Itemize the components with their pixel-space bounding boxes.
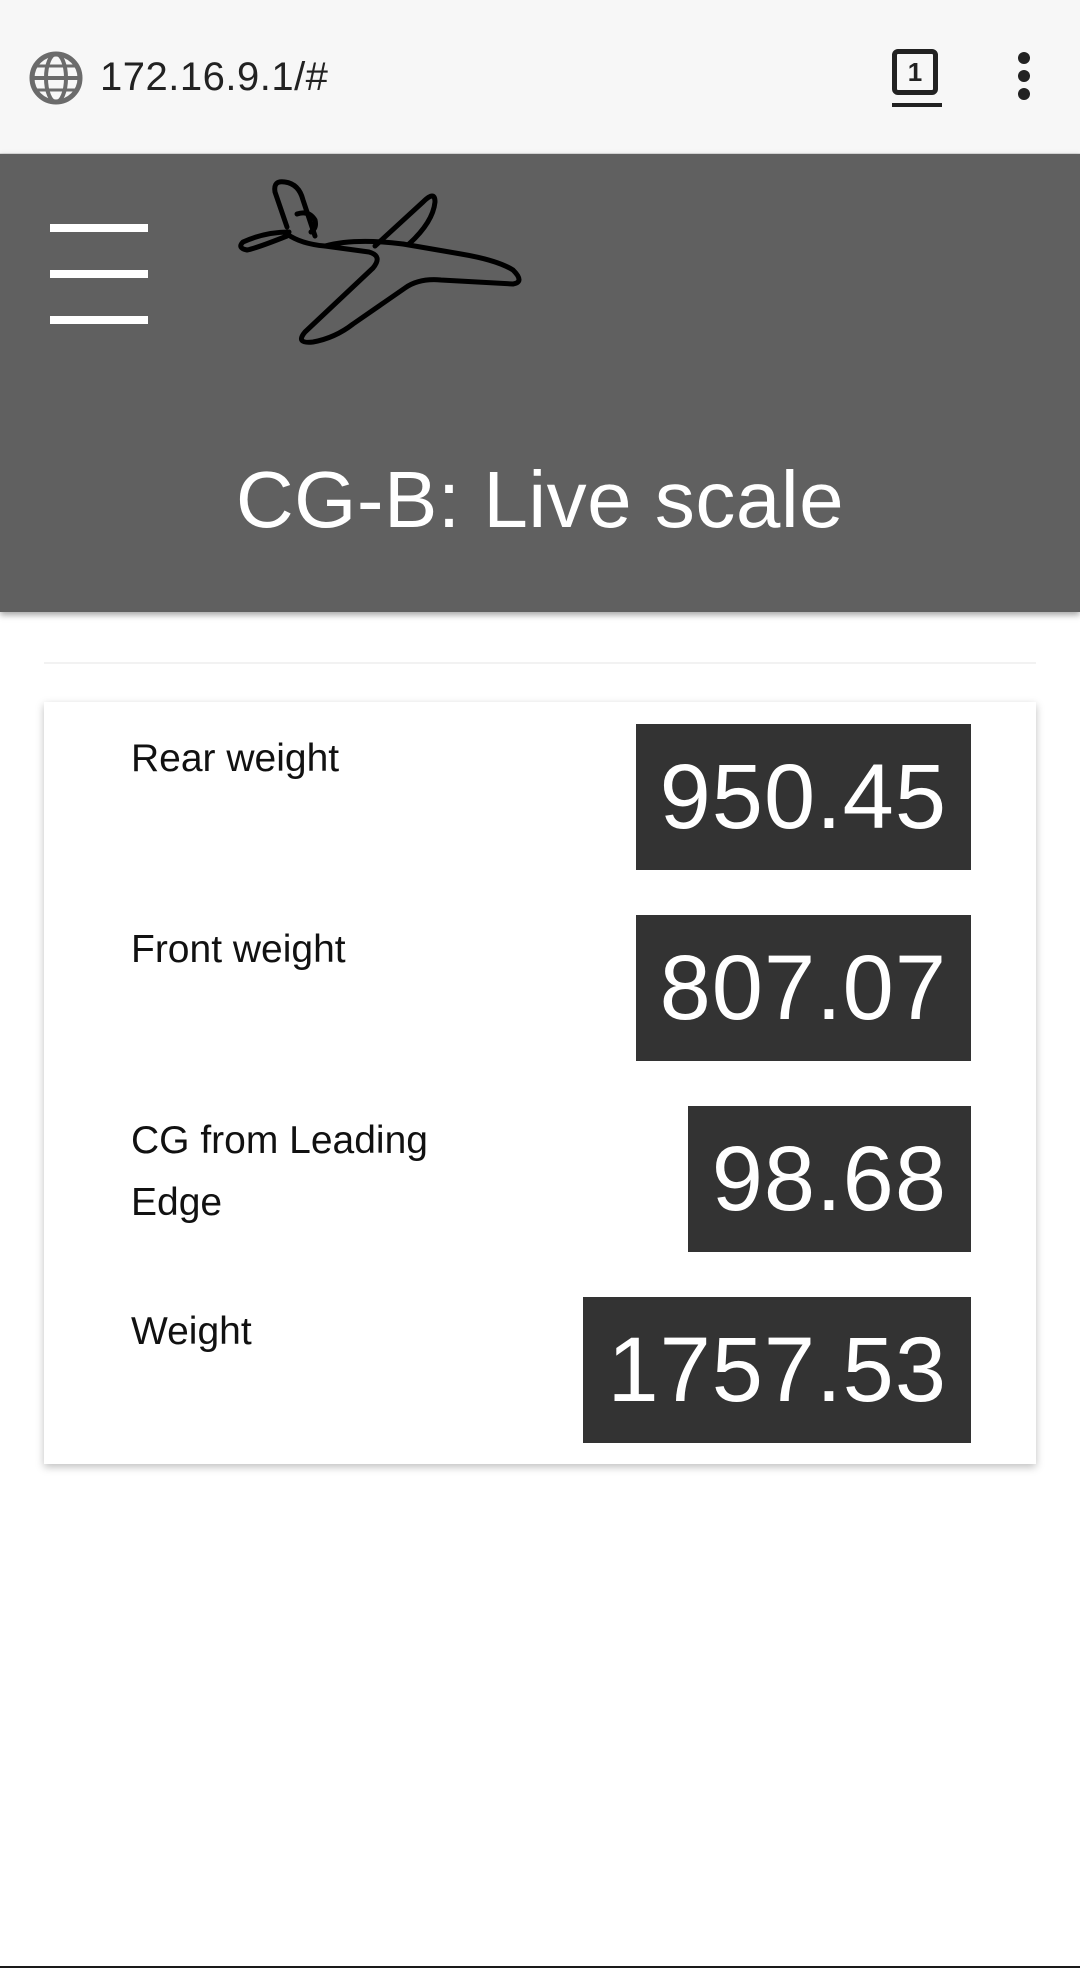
reading-row-front-weight: Front weight 807.07 [44, 893, 1036, 1061]
globe-icon[interactable] [28, 50, 84, 106]
app-header: CG-B: Live scale [0, 154, 1080, 612]
weight-label: Weight [131, 1310, 252, 1353]
browser-toolbar: 172.16.9.1/# 1 [0, 0, 1080, 154]
tab-count: 1 [892, 49, 938, 95]
reading-row-weight: Weight 1757.53 [44, 1275, 1036, 1443]
tab-underline [892, 103, 942, 107]
hamburger-menu-icon[interactable] [50, 224, 148, 324]
more-vert-icon[interactable] [1010, 52, 1038, 102]
rear-weight-label: Rear weight [131, 737, 340, 780]
page-title: CG-B: Live scale [235, 455, 845, 544]
front-weight-value: 807.07 [635, 915, 971, 1061]
tab-switcher-button[interactable]: 1 [890, 47, 946, 107]
rear-weight-value: 950.45 [635, 724, 971, 870]
front-weight-label: Front weight [131, 928, 346, 971]
cg-from-leading-edge-value: 98.68 [687, 1106, 971, 1252]
cg-from-leading-edge-label: CG from Leading Edge [131, 1119, 428, 1224]
bottom-edge-line [0, 1966, 1080, 1968]
airplane-icon [238, 179, 522, 345]
reading-row-cg: CG from Leading Edge 98.68 [44, 1084, 1036, 1252]
reading-row-rear-weight: Rear weight 950.45 [44, 702, 1036, 870]
address-bar-url[interactable]: 172.16.9.1/# [100, 55, 329, 99]
live-scale-card: Rear weight 950.45 Front weight 807.07 C… [44, 702, 1036, 1464]
weight-value: 1757.53 [583, 1297, 971, 1443]
divider [44, 662, 1036, 664]
